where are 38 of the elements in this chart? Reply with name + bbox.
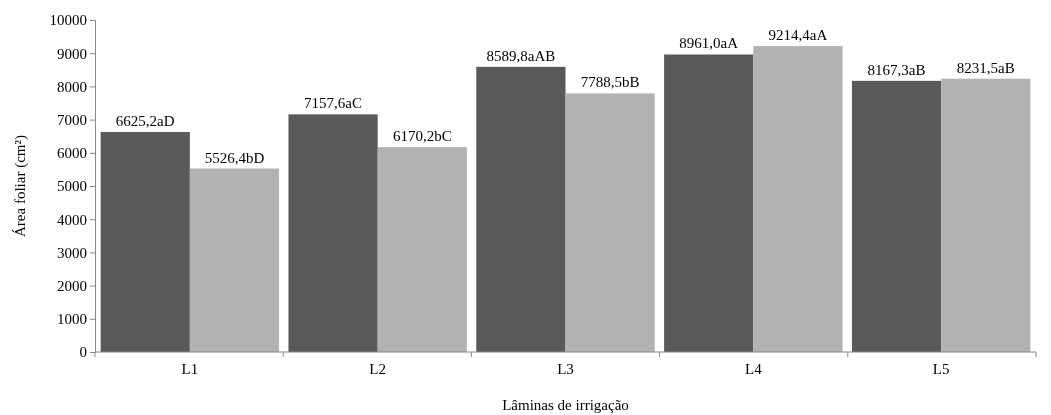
x-tick-label: L3	[557, 361, 574, 377]
y-tick-label: 1000	[57, 311, 87, 328]
y-tick-label: 10000	[49, 12, 87, 29]
x-axis-title: Lâminas de irrigação	[502, 397, 629, 413]
bar	[377, 147, 467, 352]
x-tick-label: L5	[932, 361, 950, 377]
bar	[565, 93, 655, 352]
bar	[753, 46, 843, 352]
data-label: 5526,4bD	[204, 149, 265, 166]
data-label: 7788,5bB	[580, 74, 640, 91]
y-tick-label: 9000	[57, 45, 87, 62]
bar	[941, 78, 1031, 352]
y-tick-label: 7000	[57, 111, 87, 128]
data-label: 8167,3aB	[867, 61, 926, 78]
data-label: 8231,5aB	[956, 59, 1015, 76]
bar	[100, 132, 190, 352]
data-label: 7157,6aC	[304, 95, 363, 112]
data-label: 9214,4aA	[768, 27, 828, 44]
data-label: 8589,8aAB	[486, 47, 556, 64]
y-tick-label: 5000	[57, 178, 87, 195]
y-tick-label: 8000	[57, 78, 87, 95]
bar	[189, 168, 280, 352]
data-label: 6625,2aD	[115, 113, 175, 130]
y-tick-label: 6000	[57, 145, 87, 162]
y-axis-title: Área foliar (cm²)	[12, 135, 29, 237]
x-tick-label: L2	[369, 361, 387, 377]
x-tick-label: L4	[744, 361, 763, 377]
bar	[476, 66, 566, 352]
y-tick-label: 3000	[57, 244, 87, 261]
bar	[851, 80, 942, 352]
bar	[288, 114, 378, 352]
y-tick-label: 2000	[57, 277, 87, 294]
data-label: 6170,2bC	[392, 128, 452, 145]
y-tick-label: 0	[79, 344, 87, 361]
y-tick-label: 4000	[57, 211, 87, 228]
x-tick-label: L1	[181, 361, 199, 377]
bar	[664, 54, 754, 352]
data-label: 8961,0aA	[679, 35, 739, 52]
